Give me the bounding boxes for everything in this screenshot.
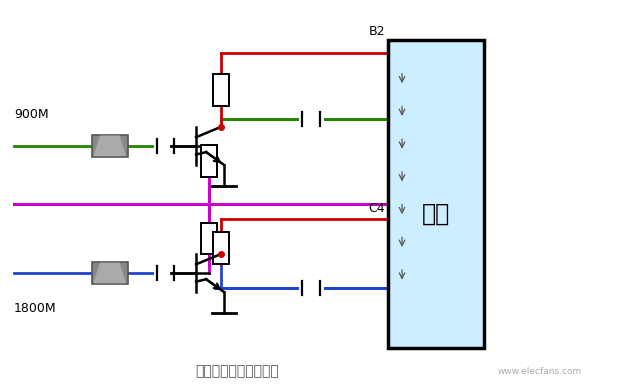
Text: 1800M: 1800M [14,302,57,315]
Bar [213,74,230,106]
Text: 中频: 中频 [422,201,450,225]
Polygon shape [95,136,125,156]
Bar [201,222,217,254]
Text: B2: B2 [369,25,385,38]
Bar [92,135,128,157]
Text: C4: C4 [369,202,385,215]
Text: （高频放大管供电图）: （高频放大管供电图） [195,364,279,378]
Text: 900M: 900M [14,108,49,121]
Bar [388,40,485,348]
Bar [213,232,230,264]
Bar [92,262,128,284]
Text: www.elecfans.com: www.elecfans.com [498,367,582,376]
Polygon shape [95,263,125,282]
Bar [201,146,217,177]
